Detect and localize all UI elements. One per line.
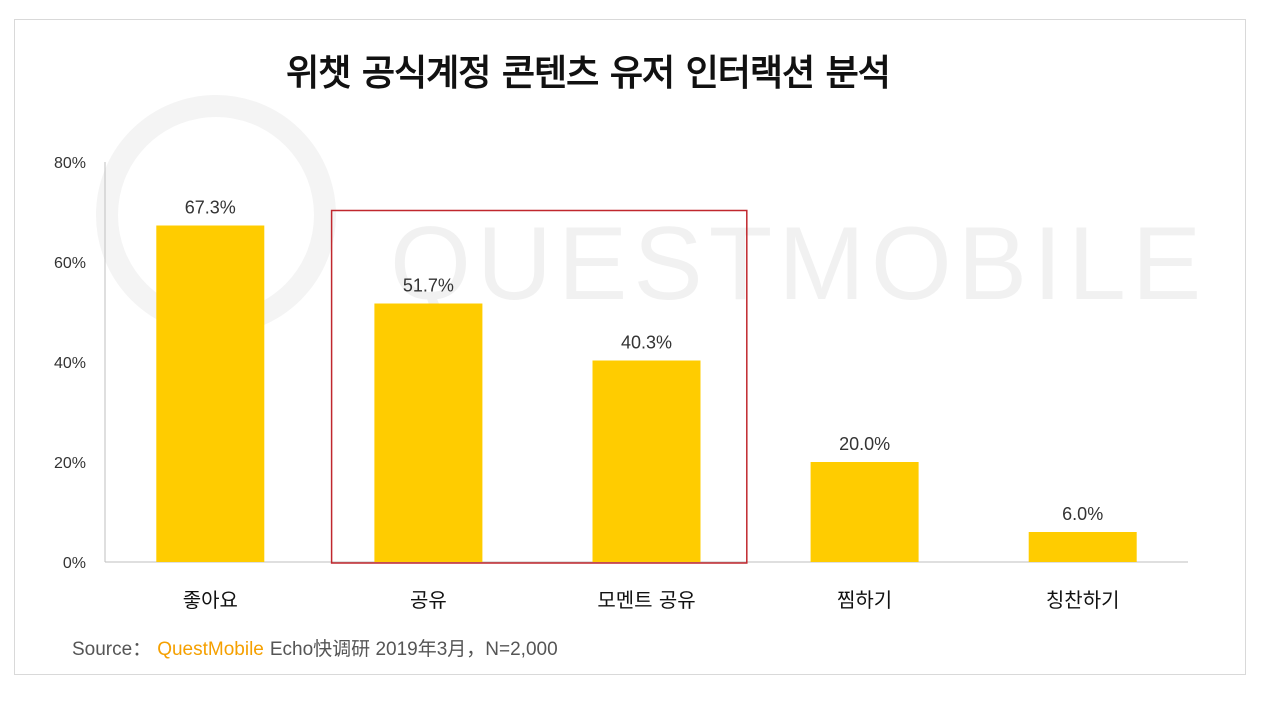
- bar-value-label: 67.3%: [185, 198, 236, 218]
- x-category-label: 칭찬하기: [1046, 588, 1120, 612]
- bar-value-label: 51.7%: [403, 276, 454, 296]
- bar-value-label: 40.3%: [621, 333, 672, 353]
- y-tick-label: 20%: [54, 455, 86, 472]
- source-text: Echo快调研 2019年3月，N=2,000: [269, 639, 558, 660]
- y-tick-label: 80%: [54, 155, 86, 172]
- watermark-text: QUESTMOBILE: [390, 206, 1208, 322]
- source-line: Source： QuestMobile Echo快调研 2019年3月，N=2,00…: [72, 634, 558, 661]
- x-category-label: 모멘트 공유: [597, 588, 695, 612]
- y-tick-label: 0%: [63, 555, 86, 572]
- y-tick-label: 40%: [54, 355, 86, 372]
- bar: [592, 360, 701, 562]
- chart-title: 위챗 공식계정 콘텐츠 유저 인터랙션 분석: [286, 53, 891, 94]
- source-brand: QuestMobile: [157, 639, 264, 660]
- x-category-label: 좋아요: [183, 588, 238, 612]
- bar-value-label: 20.0%: [839, 434, 890, 454]
- bar: [156, 225, 265, 562]
- highlight-box: [330, 209, 748, 564]
- bar: [374, 303, 483, 562]
- source-prefix: Source：: [72, 639, 152, 660]
- bar: [810, 462, 919, 562]
- x-category-label: 찜하기: [837, 588, 892, 612]
- bar-value-label: 6.0%: [1062, 504, 1103, 524]
- y-tick-label: 60%: [54, 255, 86, 272]
- x-category-label: 공유: [410, 588, 447, 612]
- bar: [1028, 532, 1137, 562]
